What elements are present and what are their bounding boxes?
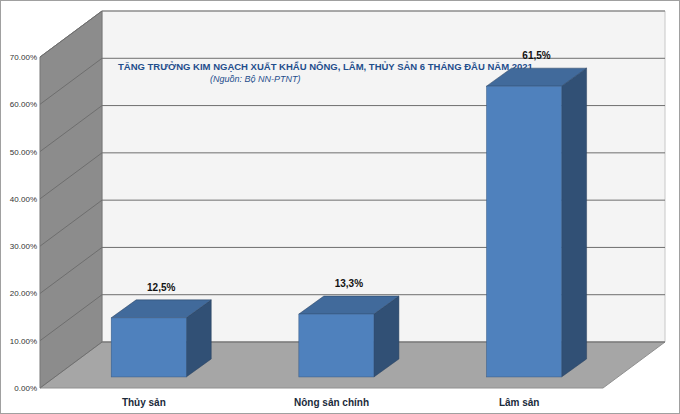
title: TĂNG TRƯỞNG KIM NGẠCH XUẤT KHẨU NÔNG, LÂ… <box>118 61 534 72</box>
y-tick-label: 60.00% <box>10 100 37 109</box>
bar-front <box>111 318 186 377</box>
chart-root: 0.00% 10.00% 20.00% 30.00% 40.00% 50.00% 60.00… <box>0 0 680 414</box>
bar <box>299 296 399 377</box>
data-label: 61,5% <box>522 50 550 61</box>
chart-border <box>1 1 680 414</box>
y-tick-label: 40.00% <box>10 195 37 204</box>
bar <box>487 68 587 377</box>
bar <box>111 300 211 377</box>
bar-top <box>111 300 211 318</box>
y-tick-label: 20.00% <box>10 289 37 298</box>
bar-top <box>487 68 587 86</box>
bar-side <box>562 68 587 377</box>
bar-top <box>299 296 399 314</box>
bar-front <box>487 86 562 377</box>
x-tick-label: Lâm sản <box>499 397 540 408</box>
y-tick-label: 0.00% <box>14 384 37 393</box>
y-tick-label: 50.00% <box>10 148 37 157</box>
grid-line <box>40 11 665 57</box>
side-wall <box>40 11 102 388</box>
y-tick-label: 30.00% <box>10 242 37 251</box>
x-tick-label: Nông sản chính <box>294 397 369 408</box>
y-tick-label: 70.00% <box>10 53 37 62</box>
subtitle: (Nguồn: Bộ NN-PTNT) <box>210 74 301 84</box>
bar-front <box>299 314 374 377</box>
bars <box>111 68 586 377</box>
data-label: 13,3% <box>335 278 363 289</box>
chart: 0.00% 10.00% 20.00% 30.00% 40.00% 50.00% 60.00… <box>0 0 680 414</box>
x-tick-label: Thủy sản <box>122 397 166 408</box>
y-tick-label: 10.00% <box>10 337 37 346</box>
data-label: 12,5% <box>147 282 175 293</box>
